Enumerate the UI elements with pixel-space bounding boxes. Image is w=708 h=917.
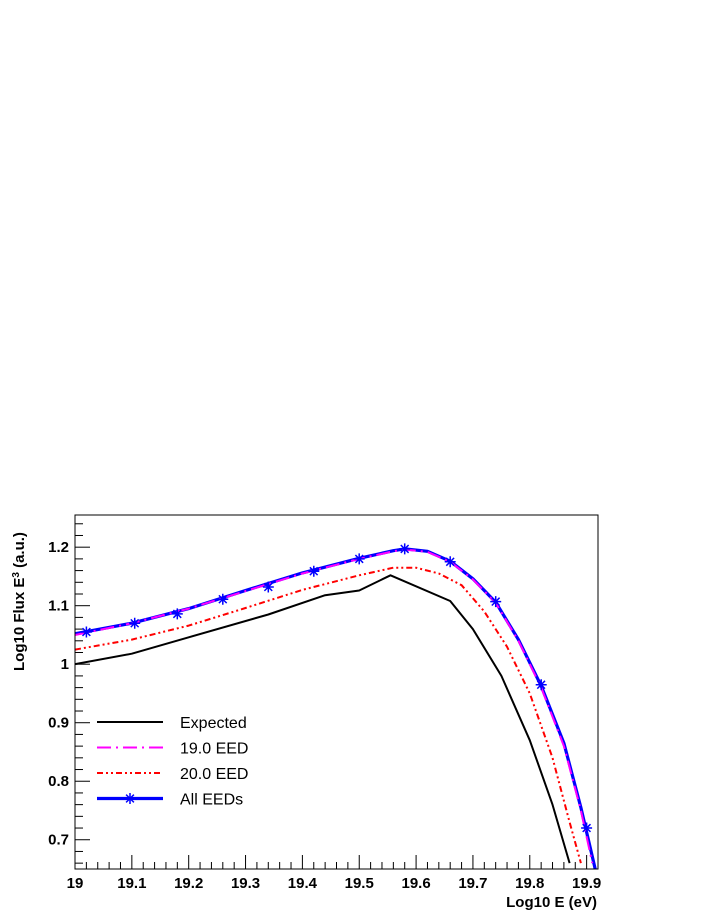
all-eeds-marker [129, 617, 141, 629]
all-eeds-marker [444, 556, 456, 568]
legend-label: Expected [180, 715, 247, 732]
legend: Expected 19.0 EED 20.0 EED All EEDs [97, 715, 248, 809]
y-axis-title: Log10 Flux E3 (a.u.) [11, 532, 29, 671]
plot-frame [74, 514, 599, 870]
all-eeds-marker [171, 608, 183, 620]
x-axis-title: Log10 E (eV) [506, 894, 597, 911]
x-tick-label: 19.8 [515, 875, 544, 892]
y-tick-label: 1 [61, 656, 69, 673]
y-tick-labels: 0.7 0.8 0.9 1 1.1 1.2 [48, 539, 69, 849]
y-tick-label: 0.9 [48, 715, 69, 732]
x-tick-label: 19 [67, 875, 84, 892]
series-line-expected [75, 574, 571, 864]
x-tick-label: 19.6 [401, 875, 430, 892]
series-line-20-0-eed [75, 566, 582, 864]
all-eeds-marker [581, 822, 593, 834]
legend-marker [124, 793, 136, 804]
y-tick-label: 1.2 [48, 539, 69, 556]
y-tick-label: 0.8 [48, 773, 69, 790]
series-line-19-0-eed [75, 548, 594, 864]
x-tick-label: 19.2 [174, 875, 203, 892]
all-eeds-marker [399, 543, 411, 555]
x-tick-label: 19.1 [117, 875, 146, 892]
x-tick-label: 19.3 [231, 875, 260, 892]
all-eeds-marker [308, 565, 320, 577]
all-eeds-marker [535, 679, 547, 691]
all-eeds-marker [262, 581, 274, 593]
y-axis-title-unit: (a.u.) [11, 532, 28, 572]
all-eeds-marker [490, 596, 502, 608]
x-tick-label: 19.7 [458, 875, 487, 892]
legend-label: 20.0 EED [180, 766, 248, 783]
x-tick-label: 19.9 [572, 875, 601, 892]
all-eeds-marker [217, 593, 229, 605]
y-tick-label: 1.1 [48, 598, 69, 615]
legend-label: 19.0 EED [180, 741, 248, 758]
x-tick-labels: 19 19.1 19.2 19.3 19.4 19.5 19.6 19.7 19.8 19.9 [67, 875, 602, 892]
legend-label: All EEDs [180, 792, 243, 809]
tick-marks [74, 523, 599, 869]
all-eeds-marker [353, 553, 365, 565]
x-tick-label: 19.4 [288, 875, 318, 892]
all-eeds-marker [80, 626, 92, 638]
y-axis-title-superscript: 3 [11, 572, 22, 578]
y-axis-title-main: Log10 Flux E [11, 578, 28, 671]
series-markers [80, 543, 593, 834]
x-tick-label: 19.5 [345, 875, 374, 892]
y-tick-label: 0.7 [48, 832, 69, 849]
